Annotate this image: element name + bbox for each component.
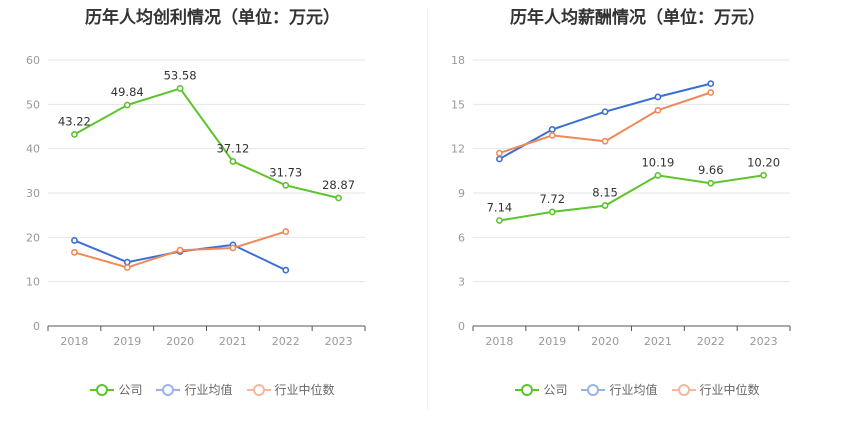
data-point-company — [496, 217, 503, 224]
legend-industry-median-marker — [671, 383, 696, 397]
data-point-company — [71, 130, 78, 138]
chart-title: 历年人均薪酬情况（单位：万元） — [510, 8, 765, 28]
data-point-company — [229, 158, 237, 165]
legend-industry-avg-label: 行业均值 — [184, 383, 233, 397]
legend-company-marker — [90, 383, 115, 397]
data-point-company — [654, 172, 662, 179]
series-line-industry-avg — [498, 82, 712, 160]
x-tick-label: 2022 — [697, 335, 725, 348]
data-point-industry-avg — [71, 237, 78, 244]
data-point-industry-median — [601, 137, 609, 145]
data-point-company — [335, 194, 342, 202]
y-tick-label: 3 — [458, 276, 465, 289]
y-tick-label: 18 — [451, 54, 465, 67]
series-line-company — [73, 87, 339, 199]
legend-item-industry-median[interactable]: 行业中位数 — [246, 381, 335, 398]
chart-plot-area: 0 3 6 9 12 15 18 2018 2019 2020 2021 2022 2023 7.14 7.… — [451, 54, 791, 348]
y-tick-label: 6 — [458, 231, 465, 244]
legend-industry-median-label: 行业中位数 — [699, 383, 760, 397]
legend-industry-median-marker — [246, 383, 271, 397]
y-tick-label: 40 — [26, 143, 40, 156]
legend-company-marker — [515, 383, 540, 397]
data-label: 7.14 — [487, 200, 513, 214]
legend-item-industry-avg[interactable]: 行业均值 — [156, 381, 233, 398]
data-label: 49.84 — [111, 85, 144, 99]
profit-per-capita-chart: 历年人均创利情况（单位：万元） 0 10 20 30 40 50 60 2018 2019 202… — [0, 8, 425, 398]
data-point-industry-median — [71, 249, 78, 256]
legend-industry-avg-marker — [156, 383, 181, 397]
legend-industry-median-label: 行业中位数 — [274, 383, 335, 397]
data-point-industry-median — [654, 106, 662, 114]
chart-legend: 公司 行业均值 行业中位数 — [425, 381, 850, 398]
x-tick-label: 2018 — [485, 335, 513, 348]
data-point-company — [548, 208, 556, 216]
data-label: 28.87 — [322, 178, 355, 192]
y-tick-label: 30 — [26, 187, 40, 200]
data-label: 31.73 — [269, 165, 302, 179]
legend-industry-avg-marker — [581, 383, 606, 397]
x-tick-label: 2021 — [219, 335, 247, 348]
data-label: 9.66 — [698, 163, 724, 177]
data-point-industry-avg — [654, 93, 662, 101]
data-point-industry-avg — [282, 266, 290, 274]
y-tick-label: 9 — [458, 187, 465, 200]
y-tick-label: 0 — [458, 320, 465, 333]
x-tick-label: 2019 — [538, 335, 566, 348]
chart-title: 历年人均创利情况（单位：万元） — [85, 8, 340, 28]
salary-per-capita-chart: 历年人均薪酬情况（单位：万元） 0 3 6 9 12 15 18 2018 2019 2020 20… — [425, 0, 850, 437]
legend-company-label: 公司 — [543, 383, 568, 397]
data-point-company — [282, 181, 290, 189]
data-label: 7.72 — [539, 192, 565, 206]
data-point-company — [176, 85, 184, 92]
x-tick-label: 2020 — [591, 335, 619, 348]
legend-item-company[interactable]: 公司 — [515, 381, 567, 398]
chart-legend: 公司 行业均值 行业中位数 — [0, 381, 425, 398]
data-label: 10.20 — [747, 155, 780, 169]
x-tick-label: 2018 — [60, 335, 88, 348]
chart-plot-area: 0 10 20 30 40 50 60 2018 2019 2020 2021 2022 2023 43.… — [26, 54, 366, 348]
data-label: 53.58 — [164, 68, 197, 82]
series-line-company — [499, 174, 764, 222]
data-point-industry-median — [282, 228, 290, 235]
y-tick-label: 15 — [451, 98, 465, 111]
data-point-industry-median — [707, 89, 715, 96]
data-point-industry-avg — [123, 258, 131, 266]
y-tick-label: 10 — [26, 276, 40, 289]
data-label: 37.12 — [216, 141, 249, 155]
x-tick-label: 2019 — [113, 335, 141, 348]
data-point-industry-median — [496, 149, 503, 157]
y-tick-label: 20 — [26, 231, 40, 244]
series-line-industry-avg — [74, 239, 287, 272]
y-tick-label: 0 — [33, 320, 40, 333]
legend-item-company[interactable]: 公司 — [90, 381, 142, 398]
y-tick-label: 50 — [26, 98, 40, 111]
legend-item-industry-avg[interactable]: 行业均值 — [581, 381, 658, 398]
x-tick-label: 2023 — [750, 335, 778, 348]
legend-industry-avg-label: 行业均值 — [609, 383, 658, 397]
data-label: 10.19 — [641, 155, 674, 169]
data-point-industry-avg — [496, 155, 503, 163]
data-point-company — [123, 101, 131, 109]
data-label: 43.22 — [58, 114, 91, 128]
data-point-industry-median — [123, 264, 131, 271]
y-tick-label: 12 — [451, 143, 465, 156]
data-point-industry-median — [548, 131, 556, 139]
data-point-industry-avg — [601, 108, 609, 116]
data-label: 8.15 — [592, 186, 618, 200]
x-tick-label: 2021 — [644, 335, 672, 348]
data-point-company — [760, 171, 767, 179]
legend-company-label: 公司 — [118, 383, 143, 397]
data-point-industry-avg — [707, 80, 715, 88]
x-tick-label: 2020 — [166, 335, 194, 348]
x-tick-label: 2023 — [325, 335, 353, 348]
x-tick-label: 2022 — [272, 335, 300, 348]
data-point-industry-median — [176, 246, 184, 254]
panel-divider — [427, 10, 428, 410]
legend-item-industry-median[interactable]: 行业中位数 — [671, 381, 760, 398]
data-point-company — [601, 202, 609, 209]
data-point-company — [707, 179, 715, 187]
data-point-industry-median — [229, 244, 237, 252]
data-point-industry-avg — [548, 126, 556, 133]
y-tick-label: 60 — [26, 54, 40, 67]
